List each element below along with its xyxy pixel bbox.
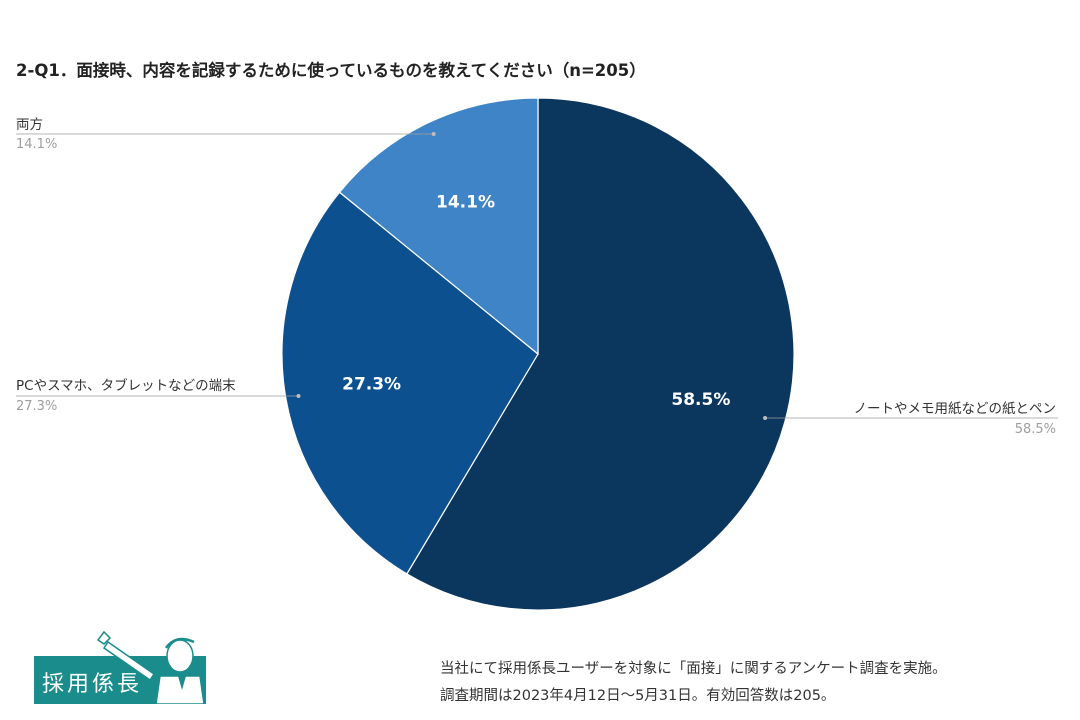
callout-dot-both [431, 132, 436, 136]
callout-dot-paper-and-pen [763, 416, 768, 420]
footnote: 当社にて採用係長ユーザーを対象に「面接」に関するアンケート調査を実施。 調査期間… [440, 656, 947, 710]
pie-slice-both [338, 97, 539, 356]
footnote-line-1: 当社にて採用係長ユーザーを対象に「面接」に関するアンケート調査を実施。 [440, 661, 947, 677]
inner-percent-labels: 58.5% 27.3% 14.1% [342, 192, 730, 410]
callout-label-devices: PCやスマホ、タブレットなどの端末 [16, 377, 236, 394]
pie-slice-devices [281, 191, 539, 575]
brand-logo: 採用係長 [34, 630, 206, 704]
callouts: ノートやメモ用紙などの紙とペン 58.5% PCやスマホ、タブレットなどの端末 27.… [16, 117, 1058, 437]
pie-slice-paper-and-pen [406, 97, 795, 611]
inner-percent-devices: 27.3% [342, 374, 401, 394]
pie-slices [281, 97, 795, 611]
callout-dot-devices [296, 394, 301, 398]
chart-title: 2-Q1．面接時、内容を記録するために使っているものを教えてください（n=205… [16, 61, 646, 80]
callout-percent-paper-and-pen: 58.5% [1015, 422, 1056, 437]
callout-label-paper-and-pen: ノートやメモ用紙などの紙とペン [854, 401, 1057, 417]
logo-text: 採用係長 [42, 672, 143, 697]
callout-percent-both: 14.1% [16, 137, 57, 152]
footnote-line-2: 調査期間は2023年4月12日〜5月31日。有効回答数は205。 [440, 688, 836, 704]
inner-percent-paper-and-pen: 58.5% [671, 390, 730, 410]
inner-percent-both: 14.1% [436, 192, 495, 212]
callout-label-both: 両方 [16, 117, 43, 133]
callout-percent-devices: 27.3% [16, 399, 57, 414]
mascot-figure-icon [96, 630, 205, 704]
